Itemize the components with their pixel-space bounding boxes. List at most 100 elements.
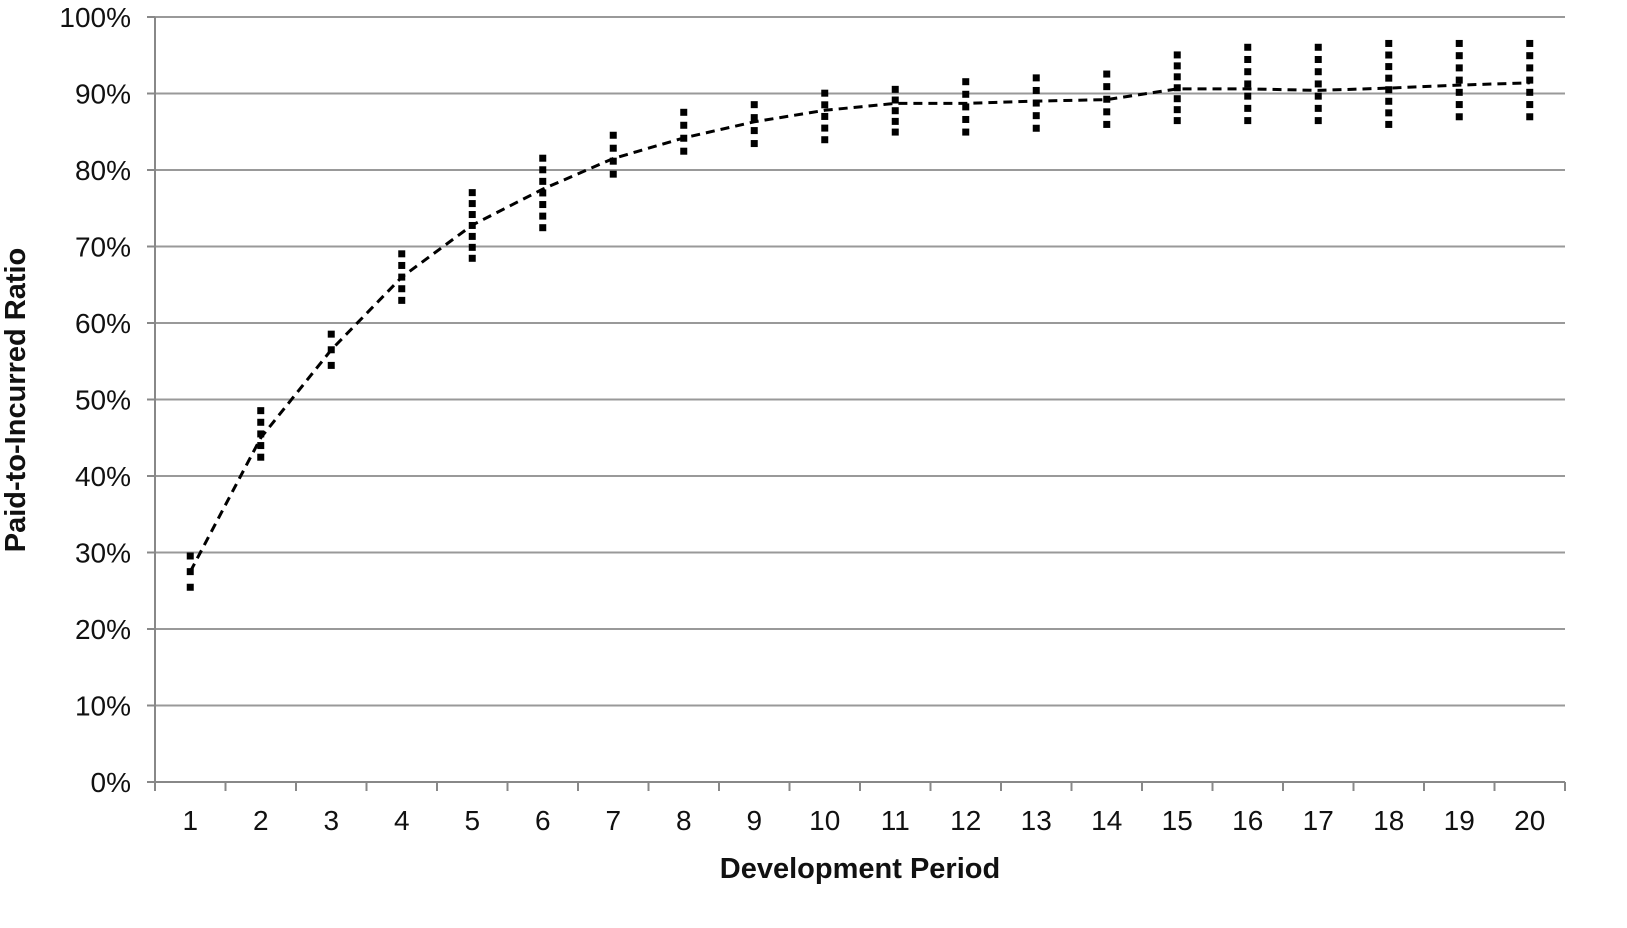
observation-point (539, 224, 547, 232)
observation-point (1314, 104, 1322, 112)
x-tick-label: 13 (1021, 805, 1052, 836)
observation-point (1103, 83, 1111, 91)
observation-point (468, 254, 476, 262)
observation-point (962, 115, 970, 123)
observation-point (1314, 92, 1322, 100)
observation-point (186, 583, 194, 591)
observation-point (1032, 86, 1040, 94)
x-tick-label: 2 (253, 805, 269, 836)
observation-point (1526, 101, 1534, 109)
x-tick-label: 9 (746, 805, 762, 836)
observation-point (821, 136, 829, 144)
observation-point (891, 128, 899, 136)
observation-point (398, 296, 406, 304)
x-tick-label: 18 (1373, 805, 1404, 836)
observation-point (539, 189, 547, 197)
x-tick-label: 4 (394, 805, 410, 836)
y-tick-label: 30% (75, 538, 131, 569)
observation-point (327, 330, 335, 338)
observation-point (1526, 39, 1534, 47)
x-tick-label: 19 (1444, 805, 1475, 836)
observation-point (750, 114, 758, 122)
observation-point (891, 117, 899, 125)
observation-point (750, 127, 758, 135)
observation-point (1314, 80, 1322, 88)
observation-point (1526, 52, 1534, 60)
observation-point (1385, 120, 1393, 128)
observation-point (539, 154, 547, 162)
observation-point (327, 361, 335, 369)
observation-point (1314, 68, 1322, 76)
y-tick-label: 70% (75, 232, 131, 263)
observation-point (539, 177, 547, 185)
observation-point (609, 144, 617, 152)
observation-point (1385, 51, 1393, 59)
observation-point (1526, 113, 1534, 121)
observation-point (609, 157, 617, 165)
observation-point (468, 189, 476, 197)
observation-point (468, 200, 476, 208)
observation-point (609, 170, 617, 178)
observation-point (891, 96, 899, 104)
observation-point (962, 103, 970, 111)
observation-point (257, 418, 265, 426)
observation-point (186, 552, 194, 560)
x-tick-label: 5 (464, 805, 480, 836)
observation-point (821, 124, 829, 132)
observation-point (1173, 84, 1181, 92)
observation-point (1032, 99, 1040, 107)
x-tick-label: 11 (881, 805, 910, 836)
observation-point (1455, 64, 1463, 72)
y-tick-label: 60% (75, 308, 131, 339)
observation-point (1385, 39, 1393, 47)
observation-point (1385, 97, 1393, 105)
observation-point (680, 121, 688, 129)
y-tick-label: 10% (75, 691, 131, 722)
observation-point (750, 101, 758, 109)
observation-point (468, 243, 476, 251)
observation-point (1032, 124, 1040, 132)
observation-point (1314, 117, 1322, 125)
observation-point (1385, 74, 1393, 82)
observation-point (891, 85, 899, 93)
observation-point (539, 166, 547, 174)
observation-point (1455, 39, 1463, 47)
observation-point (962, 90, 970, 98)
observation-point (1526, 64, 1534, 72)
x-tick-label: 1 (182, 805, 198, 836)
observation-point (1314, 55, 1322, 63)
observation-point (398, 261, 406, 269)
observation-point (821, 112, 829, 120)
observation-point (539, 201, 547, 209)
observation-point (750, 140, 758, 148)
axes (147, 16, 1566, 791)
observation-point (1455, 76, 1463, 84)
observation-point (1244, 92, 1252, 100)
observation-point (257, 407, 265, 415)
observation-point (1314, 43, 1322, 51)
y-tick-label: 80% (75, 155, 131, 186)
y-axis-title: Paid-to-Incurred Ratio (0, 248, 32, 553)
observation-point (891, 107, 899, 115)
x-tick-label: 6 (535, 805, 551, 836)
observation-point (1173, 95, 1181, 103)
observation-point (257, 442, 265, 450)
observation-point (1244, 80, 1252, 88)
y-tick-label: 100% (59, 2, 131, 33)
x-tick-label: 15 (1162, 805, 1193, 836)
x-tick-label: 8 (676, 805, 692, 836)
observation-point (1385, 109, 1393, 117)
x-tick-label: 17 (1303, 805, 1334, 836)
observation-point (1244, 68, 1252, 76)
x-tick-label: 10 (809, 805, 840, 836)
observation-point (1173, 62, 1181, 70)
observation-point (1103, 95, 1111, 103)
observation-point (1032, 112, 1040, 120)
observation-point (1455, 101, 1463, 109)
observation-point (962, 78, 970, 86)
observation-point (1455, 113, 1463, 121)
observation-point (1173, 73, 1181, 81)
observation-point (539, 212, 547, 220)
y-tick-label: 50% (75, 385, 131, 416)
